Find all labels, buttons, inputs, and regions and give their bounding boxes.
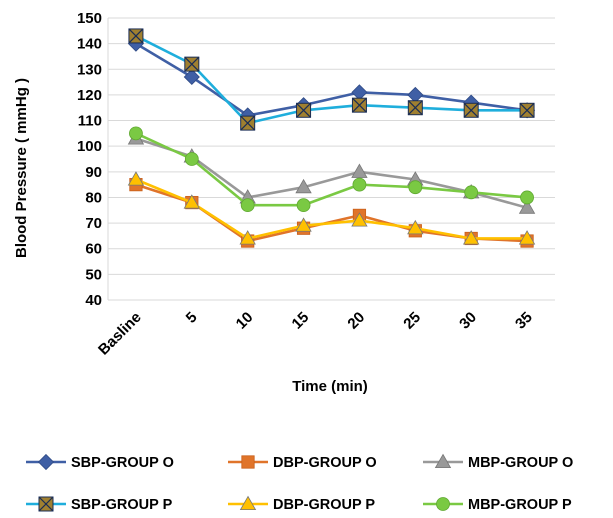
data-point: [351, 97, 367, 113]
y-tick-label: 40: [85, 292, 102, 309]
data-point: [295, 217, 312, 232]
data-point: [351, 163, 368, 178]
y-axis-title: Blood Pressure ( mmHg ): [13, 78, 30, 258]
series-line: [135, 42, 528, 117]
data-point: [462, 230, 480, 245]
legend: SBP-GROUP O DBP-GROUP O MBP-GROUP O SBP-GRO…: [26, 453, 573, 513]
x-tick-label: 10: [233, 309, 257, 333]
y-tick-label: 50: [85, 266, 102, 283]
y-tick-label: 70: [85, 215, 102, 232]
x-tick-label: 35: [512, 309, 536, 333]
data-point: [519, 102, 535, 118]
data-series: [127, 28, 536, 248]
data-point: [407, 86, 424, 103]
legend-item-dbp-group-o: DBP-GROUP O: [228, 455, 377, 471]
y-tick-label: 150: [77, 10, 102, 27]
legend-marker: [436, 497, 450, 511]
legend-label: SBP-GROUP O: [71, 455, 174, 471]
legend-label: SBP-GROUP P: [71, 497, 173, 513]
data-point: [464, 185, 479, 200]
y-tick-label: 110: [78, 113, 102, 130]
x-tick-label: 25: [400, 309, 424, 333]
legend-item-mbp-group-p: MBP-GROUP P: [423, 497, 572, 513]
y-tick-label: 90: [85, 164, 102, 181]
data-point: [518, 230, 536, 245]
data-point: [463, 102, 479, 118]
series-sbp-group-p: [128, 28, 535, 131]
data-point: [127, 171, 145, 186]
data-point: [352, 177, 367, 192]
data-point: [296, 102, 312, 118]
legend-label: DBP-GROUP O: [273, 455, 377, 471]
data-point: [296, 198, 311, 213]
legend-item-mbp-group-o: MBP-GROUP O: [423, 453, 573, 471]
data-point: [240, 198, 255, 213]
data-point: [184, 56, 200, 72]
data-point: [128, 28, 144, 44]
legend-item-sbp-group-p: SBP-GROUP P: [26, 496, 173, 513]
y-tick-label: 130: [77, 61, 102, 78]
series-line: [135, 34, 528, 125]
series-sbp-group-o: [127, 35, 536, 124]
series-line: [135, 132, 528, 207]
y-tick-label: 60: [85, 241, 102, 258]
gridlines: [107, 17, 555, 301]
data-point: [239, 230, 256, 245]
y-tick-label: 120: [77, 87, 102, 104]
legend-marker: [434, 453, 452, 469]
data-point: [408, 180, 423, 195]
x-tick-label: 20: [344, 309, 368, 333]
legend-marker: [239, 495, 257, 511]
series-line: [135, 178, 528, 240]
series-dbp-group-p: [127, 171, 536, 245]
legend-label: MBP-GROUP P: [468, 497, 572, 513]
y-tick-label: 100: [77, 138, 102, 155]
legend-label: MBP-GROUP O: [468, 455, 573, 471]
data-point: [520, 190, 534, 205]
x-axis-title: Time (min): [292, 378, 368, 395]
legend-marker: [37, 453, 55, 471]
data-point: [184, 152, 199, 166]
series-mbp-group-p: [129, 126, 534, 213]
data-point: [351, 212, 368, 227]
x-tick-label: 5: [183, 309, 201, 327]
y-tick-labels: 40 50 60 70 80 90 100 110 120 130 140 150: [77, 10, 102, 309]
x-tick-labels: Basline 5 10 15 20 25 30 35: [95, 309, 536, 359]
data-point: [183, 194, 201, 209]
data-point: [240, 115, 256, 131]
x-tick-label: 15: [289, 309, 313, 333]
legend-marker: [38, 496, 54, 512]
legend-item-sbp-group-o: SBP-GROUP O: [26, 453, 174, 471]
data-point: [407, 219, 424, 235]
data-point: [129, 126, 143, 141]
y-tick-label: 80: [85, 189, 102, 206]
data-point: [183, 68, 200, 86]
x-tick-label: Basline: [95, 309, 145, 359]
legend-item-dbp-group-p: DBP-GROUP P: [228, 495, 375, 513]
data-point: [407, 100, 423, 116]
data-point: [351, 84, 368, 101]
data-point: [295, 178, 312, 194]
data-point: [518, 199, 536, 214]
y-tick-label: 140: [77, 36, 102, 53]
legend-label: DBP-GROUP P: [273, 497, 375, 513]
x-tick-label: 30: [456, 309, 480, 333]
legend-marker: [241, 455, 255, 469]
